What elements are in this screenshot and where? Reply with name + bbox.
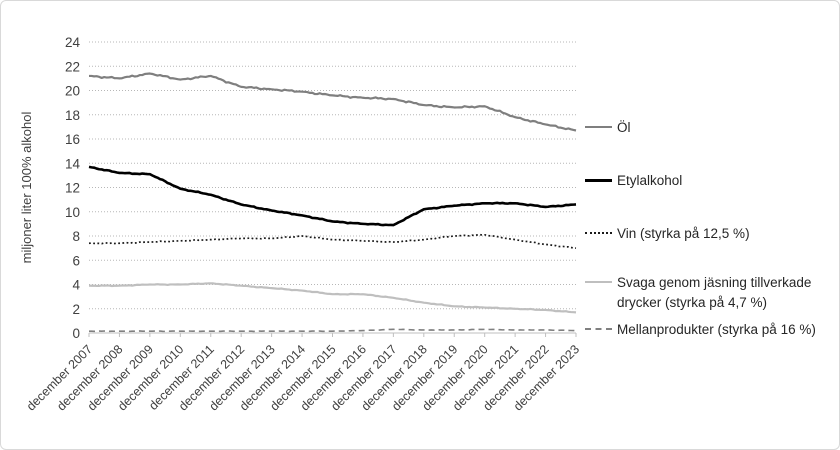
y-tick-label: 14: [65, 156, 81, 171]
legend-item-ol: Öl: [585, 118, 631, 138]
y-tick-label: 16: [65, 132, 80, 147]
series-line-4: [88, 282, 577, 314]
y-tick-label: 0: [72, 326, 80, 341]
y-tick-label: 6: [72, 253, 80, 268]
svaga-drycker-line-swatch: [585, 281, 612, 283]
legend-item-mellanprodukter: Mellanprodukter (styrka på 16 %): [585, 320, 816, 340]
series-line-3: [88, 233, 577, 249]
legend-label-etylalkohol: Etylalkohol: [617, 173, 683, 188]
series-line-5: [88, 328, 577, 333]
legend-label-vin: Vin (styrka på 12,5 %): [617, 226, 750, 241]
y-tick-label: 10: [65, 205, 80, 220]
y-tick-label: 18: [65, 108, 80, 123]
y-tick-label: 2: [72, 302, 80, 317]
series-line-2: [88, 165, 577, 227]
vin-line-swatch: [585, 232, 612, 234]
legend-item-vin: Vin (styrka på 12,5 %): [585, 224, 750, 244]
etylalkohol-line-swatch: [585, 179, 612, 182]
y-tick-label: 4: [72, 278, 80, 293]
legend: Öl Etylalkohol Vin (styrka på 12,5 %) Sv…: [585, 1, 835, 449]
y-tick-label: 24: [65, 35, 81, 50]
legend-item-svaga-drycker: Svaga genom jäsning tillverkade drycker …: [585, 273, 829, 312]
y-tick-label: 20: [65, 84, 80, 99]
ol-line-swatch: [585, 126, 612, 128]
legend-label-svaga-drycker: Svaga genom jäsning tillverkade drycker …: [617, 275, 812, 310]
y-tick-label: 12: [65, 181, 80, 196]
mellanprodukter-line-swatch: [585, 328, 612, 330]
legend-item-etylalkohol: Etylalkohol: [585, 171, 682, 191]
y-tick-label: 22: [65, 59, 80, 74]
y-tick-label: 8: [72, 229, 80, 244]
series-line-1: [88, 72, 577, 132]
legend-label-mellanprodukter: Mellanprodukter (styrka på 16 %): [617, 322, 816, 337]
y-axis-title: miljoner liter 100% alkohol: [19, 112, 34, 264]
legend-label-ol: Öl: [617, 120, 631, 135]
